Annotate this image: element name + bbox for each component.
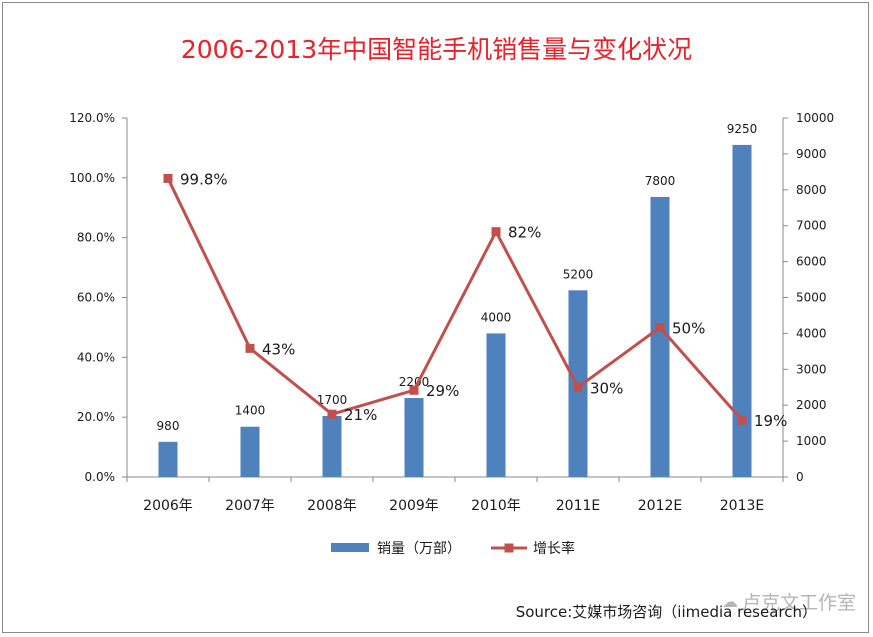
x-tick-label: 2008年 <box>307 498 357 514</box>
line-point-marker <box>409 385 419 395</box>
line-series <box>163 173 747 425</box>
bar-value-label: 4000 <box>481 310 512 324</box>
source-note: Source:艾媒市场咨询（iimedia research） <box>515 603 817 621</box>
bar <box>732 144 752 478</box>
bar <box>158 441 178 477</box>
y-left-tick-label: 80.0% <box>77 231 115 245</box>
y-right-tick-label: 1000 <box>796 434 827 448</box>
chart-legend: 销量（万部） 增长率 <box>331 540 575 557</box>
legend-bar-swatch <box>331 543 369 552</box>
wechat-icon: ☁ <box>722 592 738 611</box>
x-tick-label: 2012E <box>638 498 682 514</box>
x-tick-label: 2010年 <box>471 498 521 514</box>
bar-value-label: 1700 <box>317 393 348 407</box>
watermark-text: 卢克文工作室 <box>742 592 857 614</box>
line-label-group: 99.8% 43% 21% 29% 82% 30% 50% 19% <box>180 170 787 430</box>
y-left-tick-label: 0.0% <box>85 470 116 484</box>
bar <box>486 333 506 477</box>
y-left-tick-label: 60.0% <box>77 291 115 305</box>
bar-value-label: 1400 <box>235 404 266 418</box>
y-right-tick-label: 3000 <box>796 362 827 376</box>
line-value-label: 50% <box>672 319 705 337</box>
y-left-tick-label: 100.0% <box>69 171 115 185</box>
legend-line-label: 增长率 <box>533 540 575 557</box>
line-value-label: 21% <box>344 406 377 424</box>
x-tick-label: 2009年 <box>389 498 439 514</box>
line-value-label: 82% <box>508 224 541 242</box>
bar <box>404 398 424 477</box>
line-point-marker <box>655 322 665 332</box>
y-right-tick-label: 8000 <box>796 183 827 197</box>
y-left-tick-label: 40.0% <box>77 350 115 364</box>
y-left-tick-label: 20.0% <box>77 410 115 424</box>
line-value-label: 99.8% <box>180 170 228 188</box>
y-right-tick-label: 10000 <box>796 111 834 125</box>
y-right-tick-label: 7000 <box>796 219 827 233</box>
chart-axes: 0.0% 20.0% 40.0% 60.0% 80.0% 100.0% 120.0% 0 100… <box>69 111 834 514</box>
line-value-label: 30% <box>590 379 623 397</box>
y-right-tick-label: 2000 <box>796 398 827 412</box>
bar-series <box>158 144 752 478</box>
bar-value-label: 980 <box>157 419 180 433</box>
legend-bar-label: 销量（万部） <box>377 541 461 557</box>
line-point-marker <box>737 415 747 425</box>
line-value-label: 19% <box>754 412 787 430</box>
bar <box>650 196 670 478</box>
x-tick-label: 2007年 <box>225 498 275 514</box>
bar-value-label: 9250 <box>727 122 758 136</box>
watermark: ☁ 卢克文工作室 <box>722 588 856 615</box>
bar-value-label: 5200 <box>563 267 594 281</box>
bar <box>322 415 342 477</box>
y-left-tick-label: 120.0% <box>69 111 115 125</box>
growth-line <box>166 177 744 422</box>
x-tick-label: 2013E <box>720 498 764 514</box>
line-point-marker <box>491 227 501 237</box>
chart-title: 2006-2013年中国智能手机销售量与变化状况 <box>180 35 693 64</box>
y-right-tick-label: 0 <box>796 470 804 484</box>
bar <box>240 426 260 477</box>
line-point-marker <box>163 173 173 183</box>
bar-value-label: 7800 <box>645 174 676 188</box>
line-point-marker <box>573 382 583 392</box>
y-right-tick-label: 6000 <box>796 255 827 269</box>
y-right-tick-label: 5000 <box>796 291 827 305</box>
y-right-tick-label: 4000 <box>796 326 827 340</box>
line-value-label: 43% <box>262 340 295 358</box>
line-point-marker <box>245 343 255 353</box>
y-right-tick-label: 9000 <box>796 147 827 161</box>
x-tick-label: 2006年 <box>143 498 193 514</box>
line-point-marker <box>327 409 337 419</box>
legend-line-marker <box>504 543 514 553</box>
line-value-label: 29% <box>426 382 459 400</box>
x-tick-label: 2011E <box>556 498 600 514</box>
